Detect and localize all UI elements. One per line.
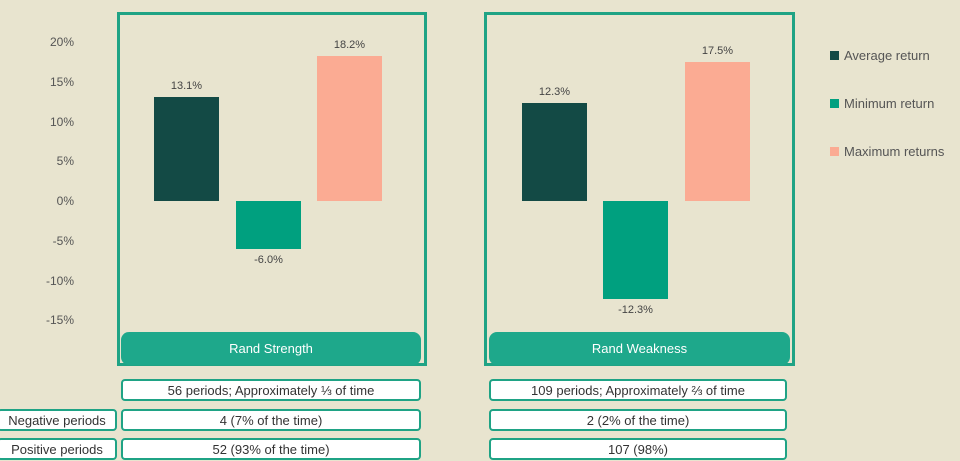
y-tick-label: 5% [56,154,74,169]
negative-cell-weakness: 2 (2% of the time) [489,409,787,431]
bar-average-return [522,103,587,201]
legend-item-average: Average return [830,48,930,63]
data-label: 12.3% [538,86,571,99]
legend-swatch [830,147,839,156]
category-label-rand-weakness: Rand Weakness [489,332,790,365]
data-label: 17.5% [701,44,734,57]
bar-maximum-returns [685,61,750,201]
y-tick-label: 15% [49,74,74,89]
positive-cell-weakness: 107 (98%) [489,438,787,460]
periods-cell-strength: 56 periods; Approximately ⅓ of time [121,379,421,401]
data-label: -12.3% [618,303,653,316]
legend-label: Minimum return [844,96,935,111]
legend-swatch [830,99,839,108]
y-tick-label: -5% [52,233,74,248]
bar-maximum-returns [317,56,382,201]
legend-label: Average return [844,48,930,63]
bar-average-return [154,96,219,201]
y-tick-label: -10% [45,273,74,288]
y-tick-label: 20% [49,35,74,49]
y-tick-label: -15% [45,313,74,328]
data-label: -6.0% [254,253,283,266]
category-label-rand-strength: Rand Strength [121,332,421,365]
y-tick-label: 10% [49,114,74,129]
legend-item-minimum: Minimum return [830,96,934,111]
data-label: 18.2% [333,39,366,52]
legend-swatch [830,51,839,60]
legend-item-maximum: Maximum returns [830,144,944,159]
negative-cell-strength: 4 (7% of the time) [121,409,421,431]
bar-minimum-return [603,201,668,299]
bar-minimum-return [236,201,301,249]
row-label-negative: Negative periods [0,409,117,431]
positive-cell-strength: 52 (93% of the time) [121,438,421,460]
y-tick-label: 0% [56,194,74,208]
legend-label: Maximum returns [844,144,945,159]
row-label-positive: Positive periods [0,438,117,460]
data-label: 13.1% [170,79,203,92]
periods-cell-weakness: 109 periods; Approximately ⅔ of time [489,379,787,401]
